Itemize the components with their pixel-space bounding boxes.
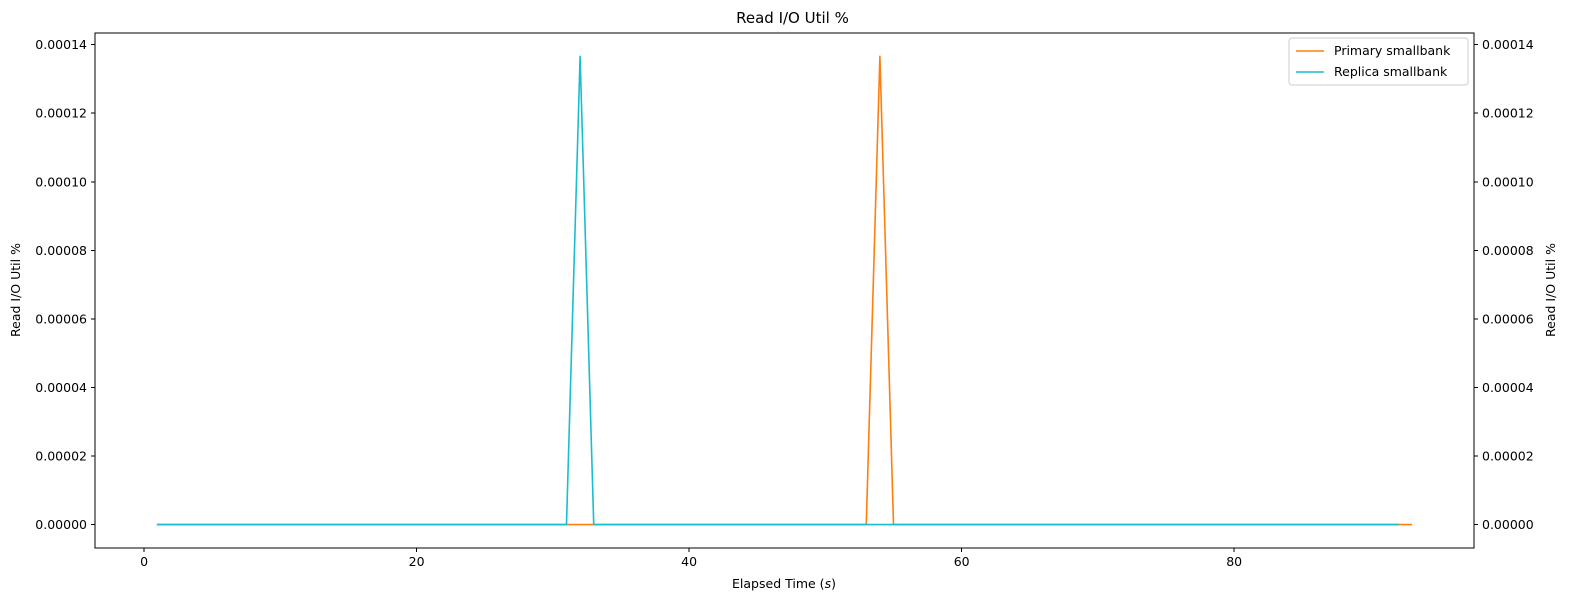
y-tick-label-right: 0.00002 <box>1482 449 1534 464</box>
plot-frame <box>94 32 1475 549</box>
y-tick-label-left: 0.00006 <box>35 311 87 326</box>
y-tick-label-right: 0.00012 <box>1482 106 1534 121</box>
x-tick-label: 80 <box>1226 554 1242 569</box>
y-tick-label-left: 0.00010 <box>35 174 87 189</box>
legend: Primary smallbank Replica smallbank <box>1288 37 1469 86</box>
y-tick-label-left: 0.00004 <box>35 380 87 395</box>
y-tick-label-right: 0.00008 <box>1482 243 1534 258</box>
y-axis-left-ticks: 0.00000 0.00002 0.00004 0.00006 0.00008 0.000… <box>35 37 95 532</box>
y-tick-label-left: 0.00000 <box>35 517 87 532</box>
y-tick-label-right: 0.00000 <box>1482 517 1534 532</box>
x-tick-label: 0 <box>140 554 148 569</box>
y-axis-label-left: Read I/O Util % <box>8 243 23 337</box>
series-line-replica <box>156 55 1399 526</box>
legend-label-primary: Primary smallbank <box>1334 43 1451 58</box>
legend-frame <box>1288 37 1469 86</box>
y-tick-label-left: 0.00002 <box>35 449 87 464</box>
y-tick-label-right: 0.00010 <box>1482 174 1534 189</box>
y-tick-label-left: 0.00012 <box>35 106 87 121</box>
x-tick-label: 60 <box>954 554 970 569</box>
y-tick-label-left: 0.00008 <box>35 243 87 258</box>
y-tick-label-right: 0.00004 <box>1482 380 1534 395</box>
x-axis-label: Elapsed Time (s) <box>732 576 836 591</box>
y-tick-label-right: 0.00014 <box>1482 37 1534 52</box>
series-lines <box>156 55 1413 526</box>
legend-label-replica: Replica smallbank <box>1334 64 1448 79</box>
x-tick-label: 20 <box>409 554 425 569</box>
y-axis-label-right: Read I/O Util % <box>1543 243 1558 337</box>
y-tick-label-left: 0.00014 <box>35 37 87 52</box>
y-axis-right-ticks: 0.00000 0.00002 0.00004 0.00006 0.00008 0.000… <box>1474 37 1534 532</box>
y-tick-label-right: 0.00006 <box>1482 311 1534 326</box>
chart-title: Read I/O Util % <box>736 9 849 27</box>
series-line-primary <box>156 55 1413 526</box>
x-tick-label: 40 <box>681 554 697 569</box>
x-axis-ticks: 0 20 40 60 80 <box>140 548 1242 569</box>
